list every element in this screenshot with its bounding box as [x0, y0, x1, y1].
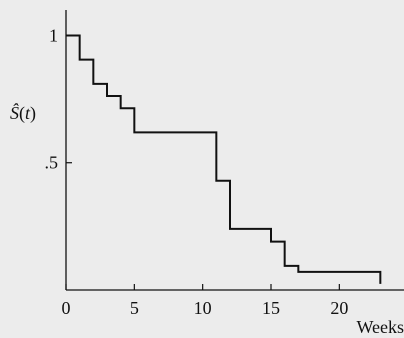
x-tick-label: 5: [130, 298, 139, 318]
y-axis-label-variable: t: [25, 103, 31, 123]
survival-step-line: [66, 34, 382, 284]
y-axis-label: Ŝ(t): [10, 102, 36, 124]
x-tick-label: 0: [62, 298, 71, 318]
x-tick-label: 10: [194, 298, 212, 318]
axes: [65, 10, 404, 291]
y-axis-label-close-paren: ): [30, 103, 36, 124]
x-axis-label: Weeks: [356, 317, 404, 337]
series-layer: [66, 34, 382, 284]
y-tick-label: 1: [49, 25, 58, 45]
x-tick-label: 15: [262, 298, 280, 318]
tick-marks: [65, 34, 340, 290]
x-tick-label: 20: [330, 298, 348, 318]
y-tick-label: .5: [45, 153, 59, 173]
y-axis-label-open-paren: (: [19, 103, 25, 124]
tick-labels: 0 5 10 15 20 .5 1: [45, 25, 349, 318]
y-axis-label-base: Ŝ: [10, 102, 19, 123]
